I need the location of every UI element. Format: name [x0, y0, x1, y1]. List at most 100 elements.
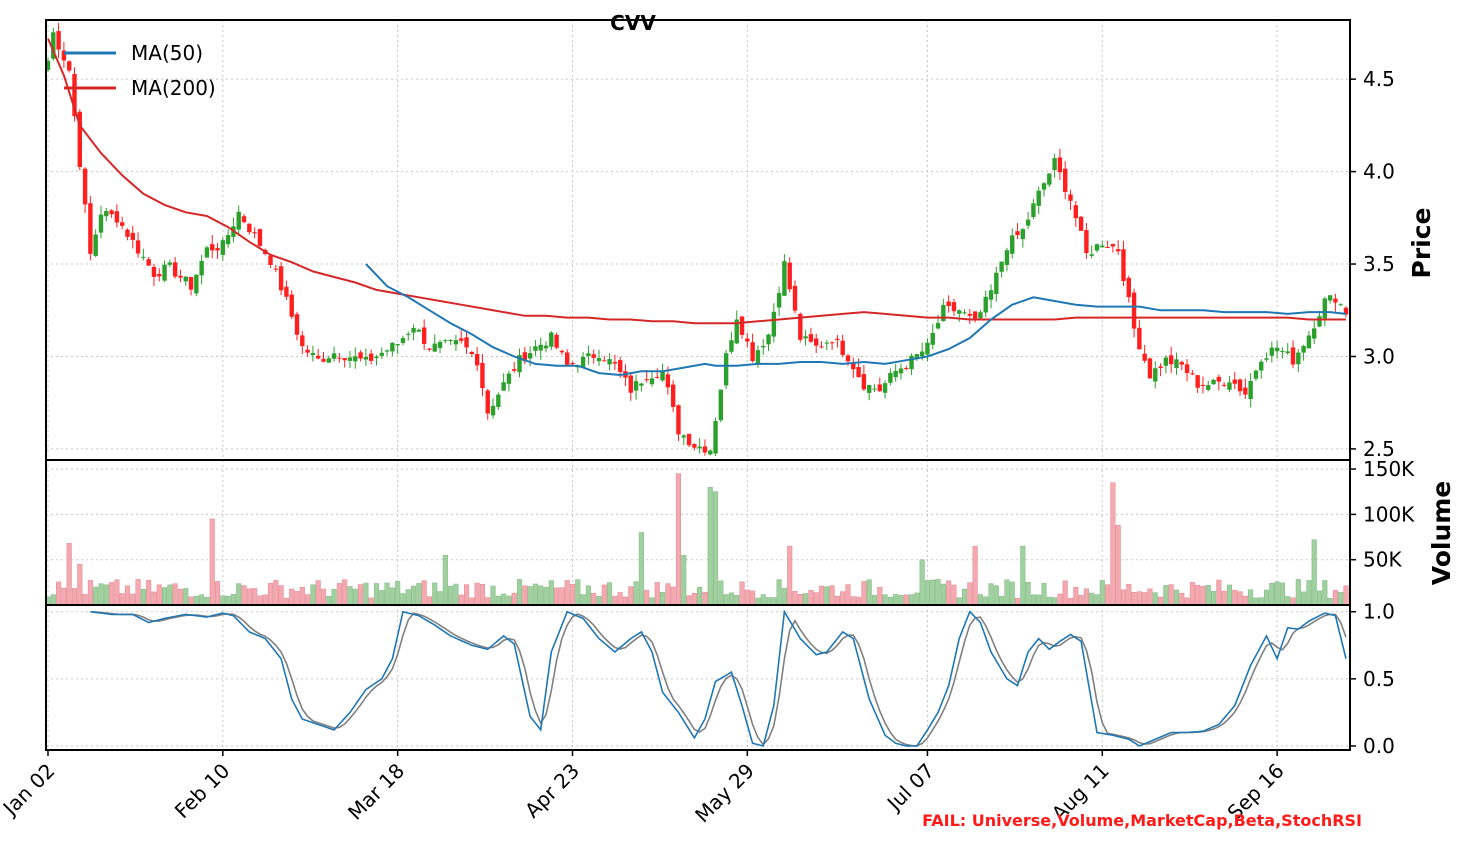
candle-body [119, 222, 125, 226]
volume-bar [612, 595, 618, 606]
volume-bar [193, 595, 199, 606]
volume-bar [262, 594, 268, 606]
volume-bar [585, 585, 591, 606]
candle-body [708, 450, 713, 455]
volume-bar [463, 584, 470, 606]
volume-bar [707, 486, 713, 606]
candle-body [289, 294, 294, 317]
candle-body [416, 329, 422, 332]
candle-body [326, 358, 331, 363]
candle-body [194, 274, 199, 294]
candle-body [353, 356, 358, 362]
volume-bar [1211, 591, 1217, 606]
candle-body [522, 352, 528, 362]
candle-body [1047, 173, 1052, 185]
candle-body [321, 358, 326, 362]
volume-bar [1136, 591, 1142, 606]
candle-body [151, 266, 157, 277]
candle-body [1248, 381, 1253, 399]
candle-body [215, 248, 220, 251]
volume-bar [506, 595, 512, 606]
volume-bar [146, 579, 152, 606]
price-axis-label: Price [1407, 208, 1436, 279]
candle-body [866, 384, 872, 393]
volume-bar [977, 594, 983, 606]
candle-body [861, 374, 867, 390]
candle-body [1174, 359, 1179, 368]
volume-bar [607, 582, 613, 606]
volume-bar [744, 589, 750, 606]
volume-bar [797, 593, 803, 606]
candle-body [135, 240, 141, 254]
candle-body [904, 368, 909, 370]
volume-bar [919, 559, 925, 606]
candle-body [1031, 203, 1036, 217]
volume-bar [87, 580, 93, 606]
volume-bar [315, 580, 321, 606]
candle-body [771, 311, 777, 337]
volume-bar [559, 587, 565, 606]
candle-body [1025, 219, 1031, 226]
candle-body [941, 305, 946, 322]
volume-bar [511, 592, 517, 606]
candle-body [1057, 157, 1063, 173]
fail-message: FAIL: Universe,Volume,MarketCap,Beta,Sto… [922, 811, 1362, 830]
candle-body [1073, 205, 1079, 219]
candle-body [1115, 249, 1121, 252]
volume-bar [622, 596, 629, 606]
volume-bar [61, 587, 67, 606]
candle-body [1243, 387, 1248, 395]
volume-bar [1014, 597, 1021, 606]
candle-body [400, 338, 406, 343]
volume-bar [501, 593, 507, 606]
volume-bar [1152, 592, 1158, 606]
volume-bar [723, 594, 729, 606]
candle-body [835, 338, 840, 340]
volume-bar [389, 587, 395, 606]
volume-bar [813, 592, 819, 606]
candle-body [273, 268, 279, 270]
volume-bar [151, 591, 157, 606]
volume-bar [305, 594, 311, 606]
volume-bar [924, 580, 931, 606]
volume-bar [1269, 582, 1275, 606]
candle-body [782, 261, 787, 296]
volume-bar [670, 586, 676, 606]
volume-bar [252, 588, 258, 606]
candle-body [723, 353, 729, 386]
y-tick-label: 3.0 [1363, 344, 1395, 368]
candle-body [1274, 347, 1280, 352]
volume-bar [1263, 589, 1270, 606]
candle-body [1100, 245, 1105, 248]
volume-bar [299, 586, 305, 606]
volume-bar [1179, 592, 1185, 606]
candle-body [718, 389, 724, 421]
volume-bar [882, 594, 888, 606]
candle-body [77, 111, 82, 168]
candle-body [1322, 298, 1328, 319]
stoch-panel-frame [45, 604, 1351, 751]
volume-bar [437, 591, 443, 606]
volume-bar [426, 596, 433, 606]
candle-body [188, 276, 194, 290]
candle-body [459, 338, 464, 341]
candle-body [512, 369, 517, 371]
volume-bar [548, 580, 554, 606]
candle-body [909, 355, 914, 370]
candle-body [347, 357, 353, 361]
volume-bar [1120, 589, 1127, 606]
candle-body [935, 323, 941, 329]
candle-body [1036, 190, 1041, 206]
candle-body [125, 229, 130, 237]
candle-body [225, 235, 231, 245]
candle-body [88, 203, 93, 254]
volume-bar [1062, 580, 1068, 606]
volume-bar [1009, 581, 1015, 606]
volume-bar [1237, 591, 1243, 606]
candle-body [1195, 375, 1200, 388]
volume-bar [214, 581, 221, 606]
candle-body [315, 355, 321, 359]
candle-body [474, 353, 480, 366]
candle-body [607, 359, 612, 365]
candle-body [421, 327, 427, 344]
